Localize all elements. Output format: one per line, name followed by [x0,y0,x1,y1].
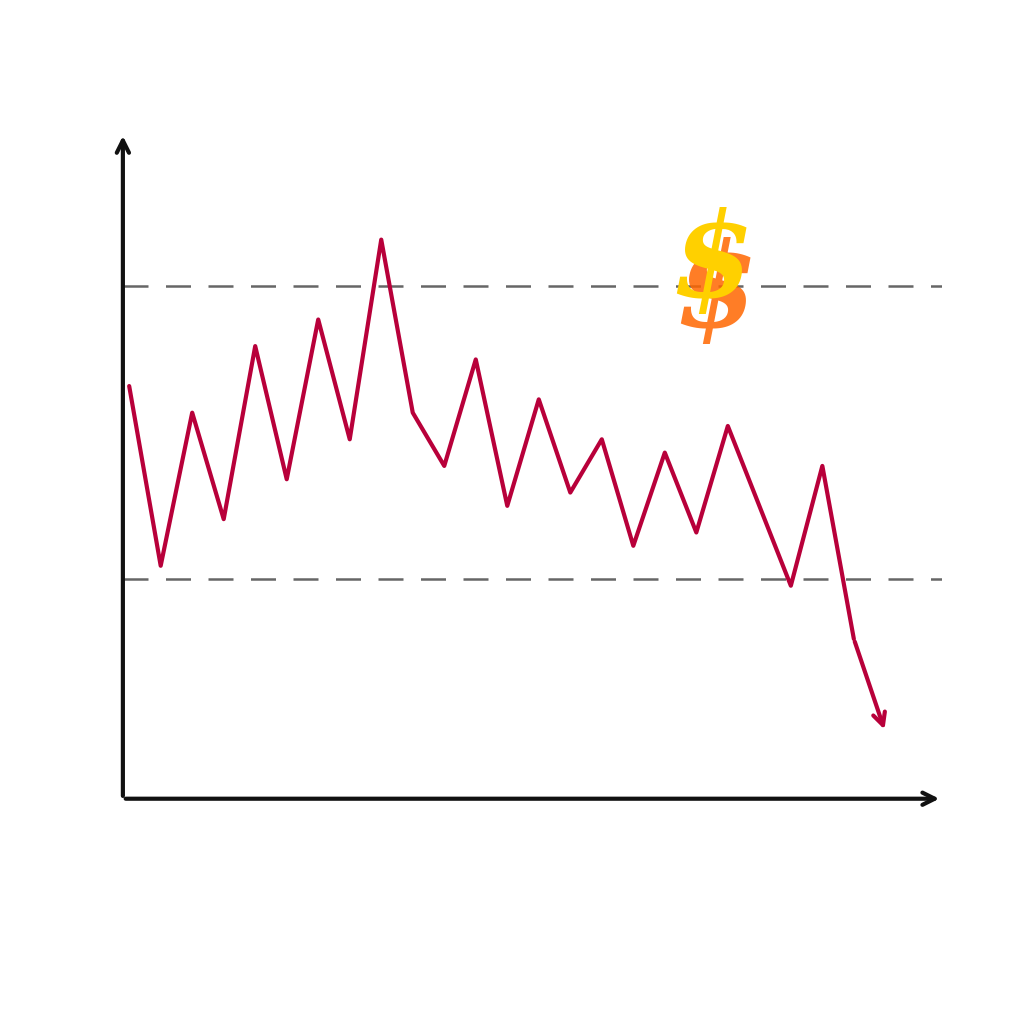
Text: $: $ [675,238,757,352]
Text: $: $ [672,207,754,322]
